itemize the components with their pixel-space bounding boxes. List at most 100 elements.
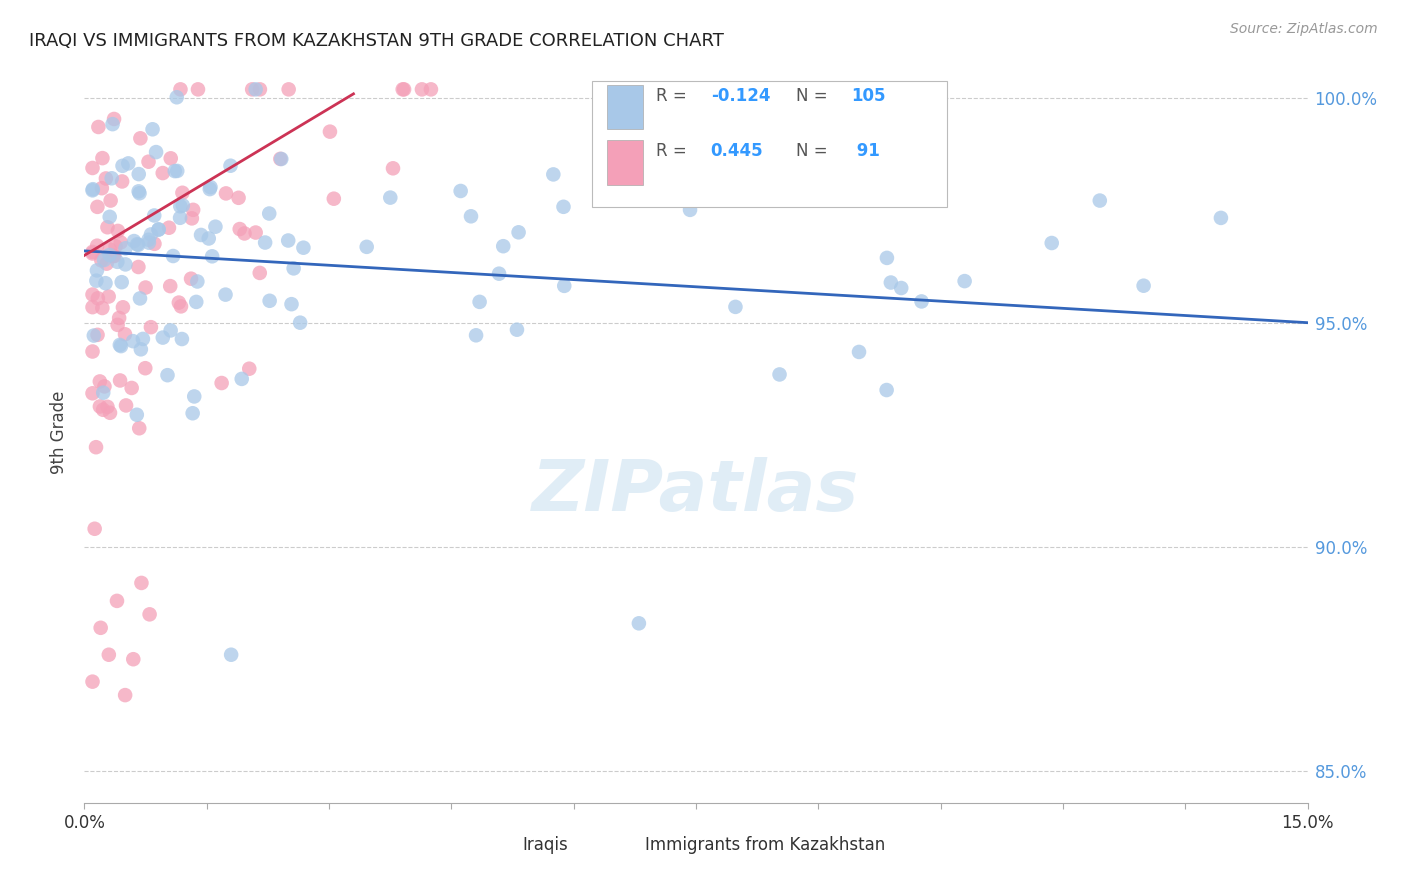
Point — [465, 328, 488, 343]
Point — [82, 300, 104, 314]
Point — [159, 279, 181, 293]
Point — [89, 375, 111, 389]
Point — [114, 327, 136, 342]
Point — [84, 440, 107, 454]
Point — [115, 399, 138, 413]
Point — [228, 191, 250, 205]
Point — [129, 292, 152, 306]
Point — [804, 163, 827, 178]
FancyBboxPatch shape — [606, 140, 644, 185]
Point — [270, 152, 292, 166]
Point — [94, 171, 117, 186]
Point — [679, 202, 702, 217]
Point — [254, 235, 277, 250]
Point — [283, 261, 305, 276]
FancyBboxPatch shape — [488, 840, 515, 870]
Point — [82, 287, 104, 301]
Point — [172, 198, 194, 212]
Point — [103, 112, 125, 126]
Point — [100, 194, 122, 208]
Point — [392, 82, 415, 96]
Point — [170, 299, 193, 313]
Point — [128, 186, 150, 201]
Point — [169, 82, 191, 96]
Text: -0.124: -0.124 — [710, 87, 770, 105]
Point — [450, 184, 472, 198]
Point — [86, 274, 108, 288]
Point — [492, 239, 515, 253]
Point — [90, 621, 112, 635]
Point — [880, 276, 903, 290]
Point — [233, 227, 256, 241]
Point — [127, 260, 149, 274]
Point — [249, 266, 271, 280]
Point — [129, 343, 152, 357]
Text: N =: N = — [796, 143, 834, 161]
Point — [319, 125, 342, 139]
Point — [148, 222, 170, 236]
Point — [201, 249, 224, 263]
Point — [277, 82, 299, 96]
Point — [134, 361, 156, 376]
Point — [93, 253, 115, 268]
Text: Iraqis: Iraqis — [522, 836, 568, 854]
Text: ZIPatlas: ZIPatlas — [533, 458, 859, 526]
Y-axis label: 9th Grade: 9th Grade — [51, 391, 69, 475]
Point — [82, 182, 104, 196]
Point — [108, 338, 131, 352]
Point — [169, 211, 191, 225]
Point — [91, 301, 114, 315]
Point — [228, 222, 250, 236]
Point — [890, 281, 912, 295]
Point — [82, 386, 104, 401]
Point — [322, 192, 344, 206]
Point — [97, 289, 120, 303]
Point — [143, 236, 166, 251]
Point — [111, 275, 134, 289]
Point — [953, 274, 976, 288]
Point — [156, 368, 179, 383]
Text: IRAQI VS IMMIGRANTS FROM KAZAKHSTAN 9TH GRADE CORRELATION CHART: IRAQI VS IMMIGRANTS FROM KAZAKHSTAN 9TH … — [30, 32, 724, 50]
Text: 91: 91 — [851, 143, 880, 161]
Point — [627, 616, 650, 631]
Text: 105: 105 — [851, 87, 886, 105]
Point — [103, 249, 125, 263]
Point — [82, 246, 104, 260]
Point — [166, 164, 188, 178]
Point — [288, 316, 311, 330]
Point — [211, 376, 233, 390]
Point — [97, 648, 120, 662]
Point — [724, 300, 747, 314]
Point — [100, 171, 122, 186]
Point — [104, 239, 127, 253]
Point — [91, 385, 114, 400]
Point — [257, 206, 280, 220]
Text: R =: R = — [655, 143, 692, 161]
Point — [766, 187, 789, 202]
Point — [215, 186, 238, 201]
Point — [152, 166, 174, 180]
Text: Immigrants from Kazakhstan: Immigrants from Kazakhstan — [644, 836, 884, 854]
Point — [128, 421, 150, 435]
Point — [132, 332, 155, 346]
Point — [167, 295, 190, 310]
Point — [420, 82, 443, 96]
Text: Source: ZipAtlas.com: Source: ZipAtlas.com — [1230, 22, 1378, 37]
Point — [292, 241, 315, 255]
Point — [98, 406, 121, 420]
Point — [181, 202, 204, 217]
Point — [117, 156, 139, 170]
Point — [143, 209, 166, 223]
Text: N =: N = — [796, 87, 834, 105]
Text: R =: R = — [655, 87, 692, 105]
Point — [152, 330, 174, 344]
Point — [96, 400, 118, 414]
Point — [170, 332, 193, 346]
Point — [553, 278, 575, 293]
Point — [127, 237, 149, 252]
Point — [162, 249, 184, 263]
Point — [277, 234, 299, 248]
Point — [727, 178, 749, 193]
Point — [138, 154, 160, 169]
Point — [245, 226, 267, 240]
